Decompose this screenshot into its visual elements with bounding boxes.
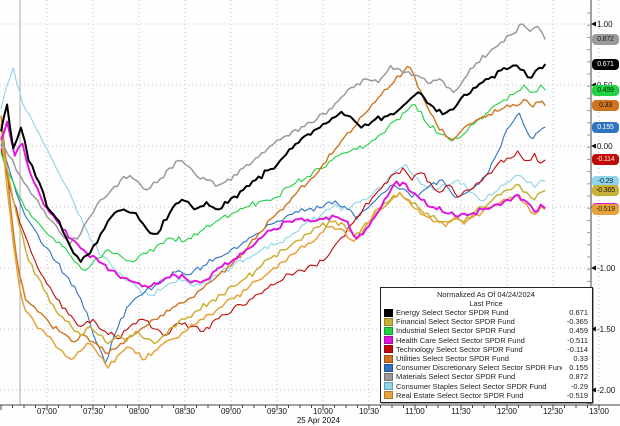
x-axis-date-label: 25 Apr 2024 [296,416,340,425]
legend-row-industrial: Industrial Select Sector SPDR Fund 0.459 [384,326,588,335]
legend-series-name: Technology Select Sector SPDR Fund [396,344,523,354]
legend-series-last-price: 0.155 [569,363,588,373]
legend-series-name: Utilities Select Sector SPDR Fund [396,354,509,364]
series-line-energy [0,63,547,263]
legend-series-last-price: 0.872 [569,372,588,382]
legend-swatch-energy [384,308,393,317]
last-price-badge-real-estate: -0.519 [592,203,619,215]
legend-row-consumer-discretionary: Consumer Discretionary Select Sector SPD… [384,363,588,372]
legend-series-last-price: 0.671 [569,308,588,318]
y-tick-arrow [591,387,596,393]
legend-series-last-price: 0.459 [569,326,588,336]
last-price-badge-energy: 0.671 [592,58,619,70]
last-price-badge-materials: 0.872 [592,34,619,46]
x-axis-tick-label: 09:00 [220,407,242,416]
x-axis-tick-label: 13:00 [588,407,610,416]
legend-swatch-materials [384,372,393,381]
legend-rows: Energy Select Sector SPDR Fund 0.671 Finan… [384,308,588,400]
y-tick-arrow [591,326,596,332]
legend-row-financial: Financial Select Sector SPDR Fund -0.365 [384,317,588,326]
series-line-health-care [0,120,546,289]
legend-series-last-price: -0.519 [566,390,588,400]
legend-series-last-price: -0.365 [566,317,588,327]
last-price-badge-industrial: 0.459 [592,84,619,96]
x-axis-tick-label: 11:30 [451,407,471,416]
last-price-badge-financial: -0.365 [592,185,619,197]
legend-series-last-price: -0.511 [567,335,588,345]
x-axis-tick-label: 10:00 [312,407,334,416]
y-axis-tick-label: 0.00 [597,141,613,151]
legend-swatch-consumer-staples [384,382,393,391]
series-line-technology [0,148,546,340]
legend-swatch-utilities [384,354,393,363]
legend-title: Normalized As Of 04/24/2024 [437,290,535,299]
legend-series-name: Health Care Select Sector SPDR Fund [396,335,525,345]
x-axis-tick-label: 08:30 [174,407,196,416]
last-price-badge-consumer-discretionary: 0.155 [592,121,619,133]
series-line-industrial [0,84,546,271]
last-price-badge-technology: -0.114 [592,154,619,166]
legend-row-health-care: Health Care Select Sector SPDR Fund -0.51… [384,336,588,345]
legend-series-name: Consumer Discretionary Select Sector SPD… [396,363,562,373]
x-axis-tick-label: 08:00 [128,407,150,416]
y-axis-tick-label: 1.00 [597,19,613,29]
y-axis-tick-label: -1.00 [597,263,616,273]
legend-series-name: Energy Select Sector SPDR Fund [396,308,509,318]
legend-row-materials: Materials Select Sector SPDR Fund 0.872 [384,372,588,381]
series-line-consumer-staples [0,67,546,296]
legend-series-last-price: 0.33 [573,354,588,364]
series-line-utilities [0,65,546,355]
legend-series-last-price: -0.114 [567,344,588,354]
y-axis-tick-label: -1.50 [597,324,616,334]
legend-series-name: Real Estate Select Sector SPDR Fund [396,390,524,400]
x-axis-tick-label: 07:00 [36,407,58,416]
legend-swatch-financial [384,317,393,326]
legend-series-name: Consumer Staples Select Sector SPDR Fund [396,381,547,391]
legend-row-real-estate: Real Estate Select Sector SPDR Fund -0.51… [384,391,588,400]
x-axis-tick-label: 07:30 [82,407,104,416]
x-axis-tick-label: 11:00 [405,407,425,416]
legend-series-name: Materials Select Sector SPDR Fund [396,372,516,382]
series-line-materials [0,23,546,245]
legend-box: Normalized As Of 04/24/2024 Last Price E… [380,287,593,403]
last-price-badge-utilities: 0.33 [592,100,619,112]
legend-series-name: Financial Select Sector SPDR Fund [396,317,515,327]
x-axis-tick-label: 12:30 [542,407,564,416]
x-axis-tick-label: 10:30 [358,407,380,416]
legend-series-name: Industrial Select Sector SPDR Fund [396,326,516,336]
legend-swatch-industrial [384,326,393,335]
legend-swatch-technology [384,345,393,354]
legend-subtitle: Last Price [469,299,503,308]
y-tick-arrow [591,143,596,149]
last-price-badge-consumer-staples: -0.29 [592,175,619,187]
legend-row-technology: Technology Select Sector SPDR Fund -0.114 [384,345,588,354]
legend-row-utilities: Utilities Select Sector SPDR Fund 0.33 [384,354,588,363]
series-line-financial [0,136,546,345]
series-line-real-estate [0,123,546,369]
x-axis-tick-label: 12:00 [496,407,518,416]
legend-swatch-health-care [384,336,393,345]
legend-row-energy: Energy Select Sector SPDR Fund 0.671 [384,308,588,317]
y-tick-arrow [591,265,596,271]
y-tick-arrow [591,21,596,27]
x-axis-tick-label: 09:30 [266,407,288,416]
legend-swatch-consumer-discretionary [384,363,393,372]
legend-series-last-price: -0.29 [570,381,588,391]
legend-row-consumer-staples: Consumer Staples Select Sector SPDR Fund… [384,382,588,391]
legend-swatch-real-estate [384,391,393,400]
y-axis-tick-label: -2.00 [597,385,616,395]
